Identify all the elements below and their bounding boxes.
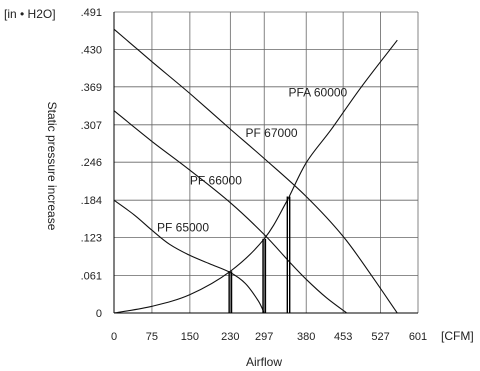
y-axis-title: Static pressure increase bbox=[45, 102, 59, 231]
y-tick-labels: 0 .061 .123 .184 .246 .307 .369 .430 .491 bbox=[81, 7, 102, 320]
y-tick-label: .491 bbox=[81, 7, 102, 19]
x-tick-label: 75 bbox=[146, 331, 158, 343]
y-tick-label: 0 bbox=[96, 308, 102, 320]
x-tick-label: 297 bbox=[255, 331, 273, 343]
x-unit-label: [CFM] bbox=[441, 329, 474, 343]
y-tick-label: .369 bbox=[81, 82, 102, 94]
x-tick-label: 230 bbox=[221, 331, 239, 343]
x-tick-label: 380 bbox=[297, 331, 315, 343]
x-tick-label: 0 bbox=[111, 331, 117, 343]
curve-labels: PFA 60000 PF 67000 PF 66000 PF 65000 bbox=[157, 86, 348, 235]
y-unit-label: [in • H2O] bbox=[4, 7, 56, 21]
y-tick-label: .246 bbox=[81, 157, 102, 169]
x-tick-label: 150 bbox=[181, 331, 199, 343]
series-line-pf-67000 bbox=[113, 110, 348, 314]
y-tick-label: .061 bbox=[81, 271, 102, 283]
x-axis-title: Airflow bbox=[246, 355, 282, 369]
operating-points bbox=[228, 196, 291, 313]
y-tick-label: .430 bbox=[81, 44, 102, 56]
series bbox=[113, 28, 398, 314]
x-tick-label: 601 bbox=[409, 331, 427, 343]
curve-label: PF 66000 bbox=[190, 173, 242, 187]
series-line-pfa-60000 bbox=[113, 28, 398, 314]
x-tick-label: 453 bbox=[334, 331, 352, 343]
curve-label: PF 67000 bbox=[246, 126, 298, 140]
x-tick-labels: 0 75 150 230 297 380 453 527 601 bbox=[111, 331, 427, 343]
curve-label: PFA 60000 bbox=[289, 86, 348, 100]
grid bbox=[113, 11, 419, 314]
series-line-pf-66000 bbox=[113, 199, 265, 314]
x-tick-label: 527 bbox=[371, 331, 389, 343]
series-line-pf-65000 bbox=[113, 39, 398, 314]
y-tick-label: .184 bbox=[81, 195, 102, 207]
y-tick-label: .307 bbox=[81, 120, 102, 132]
curve-label: PF 65000 bbox=[157, 220, 209, 234]
y-tick-label: .123 bbox=[81, 233, 102, 245]
